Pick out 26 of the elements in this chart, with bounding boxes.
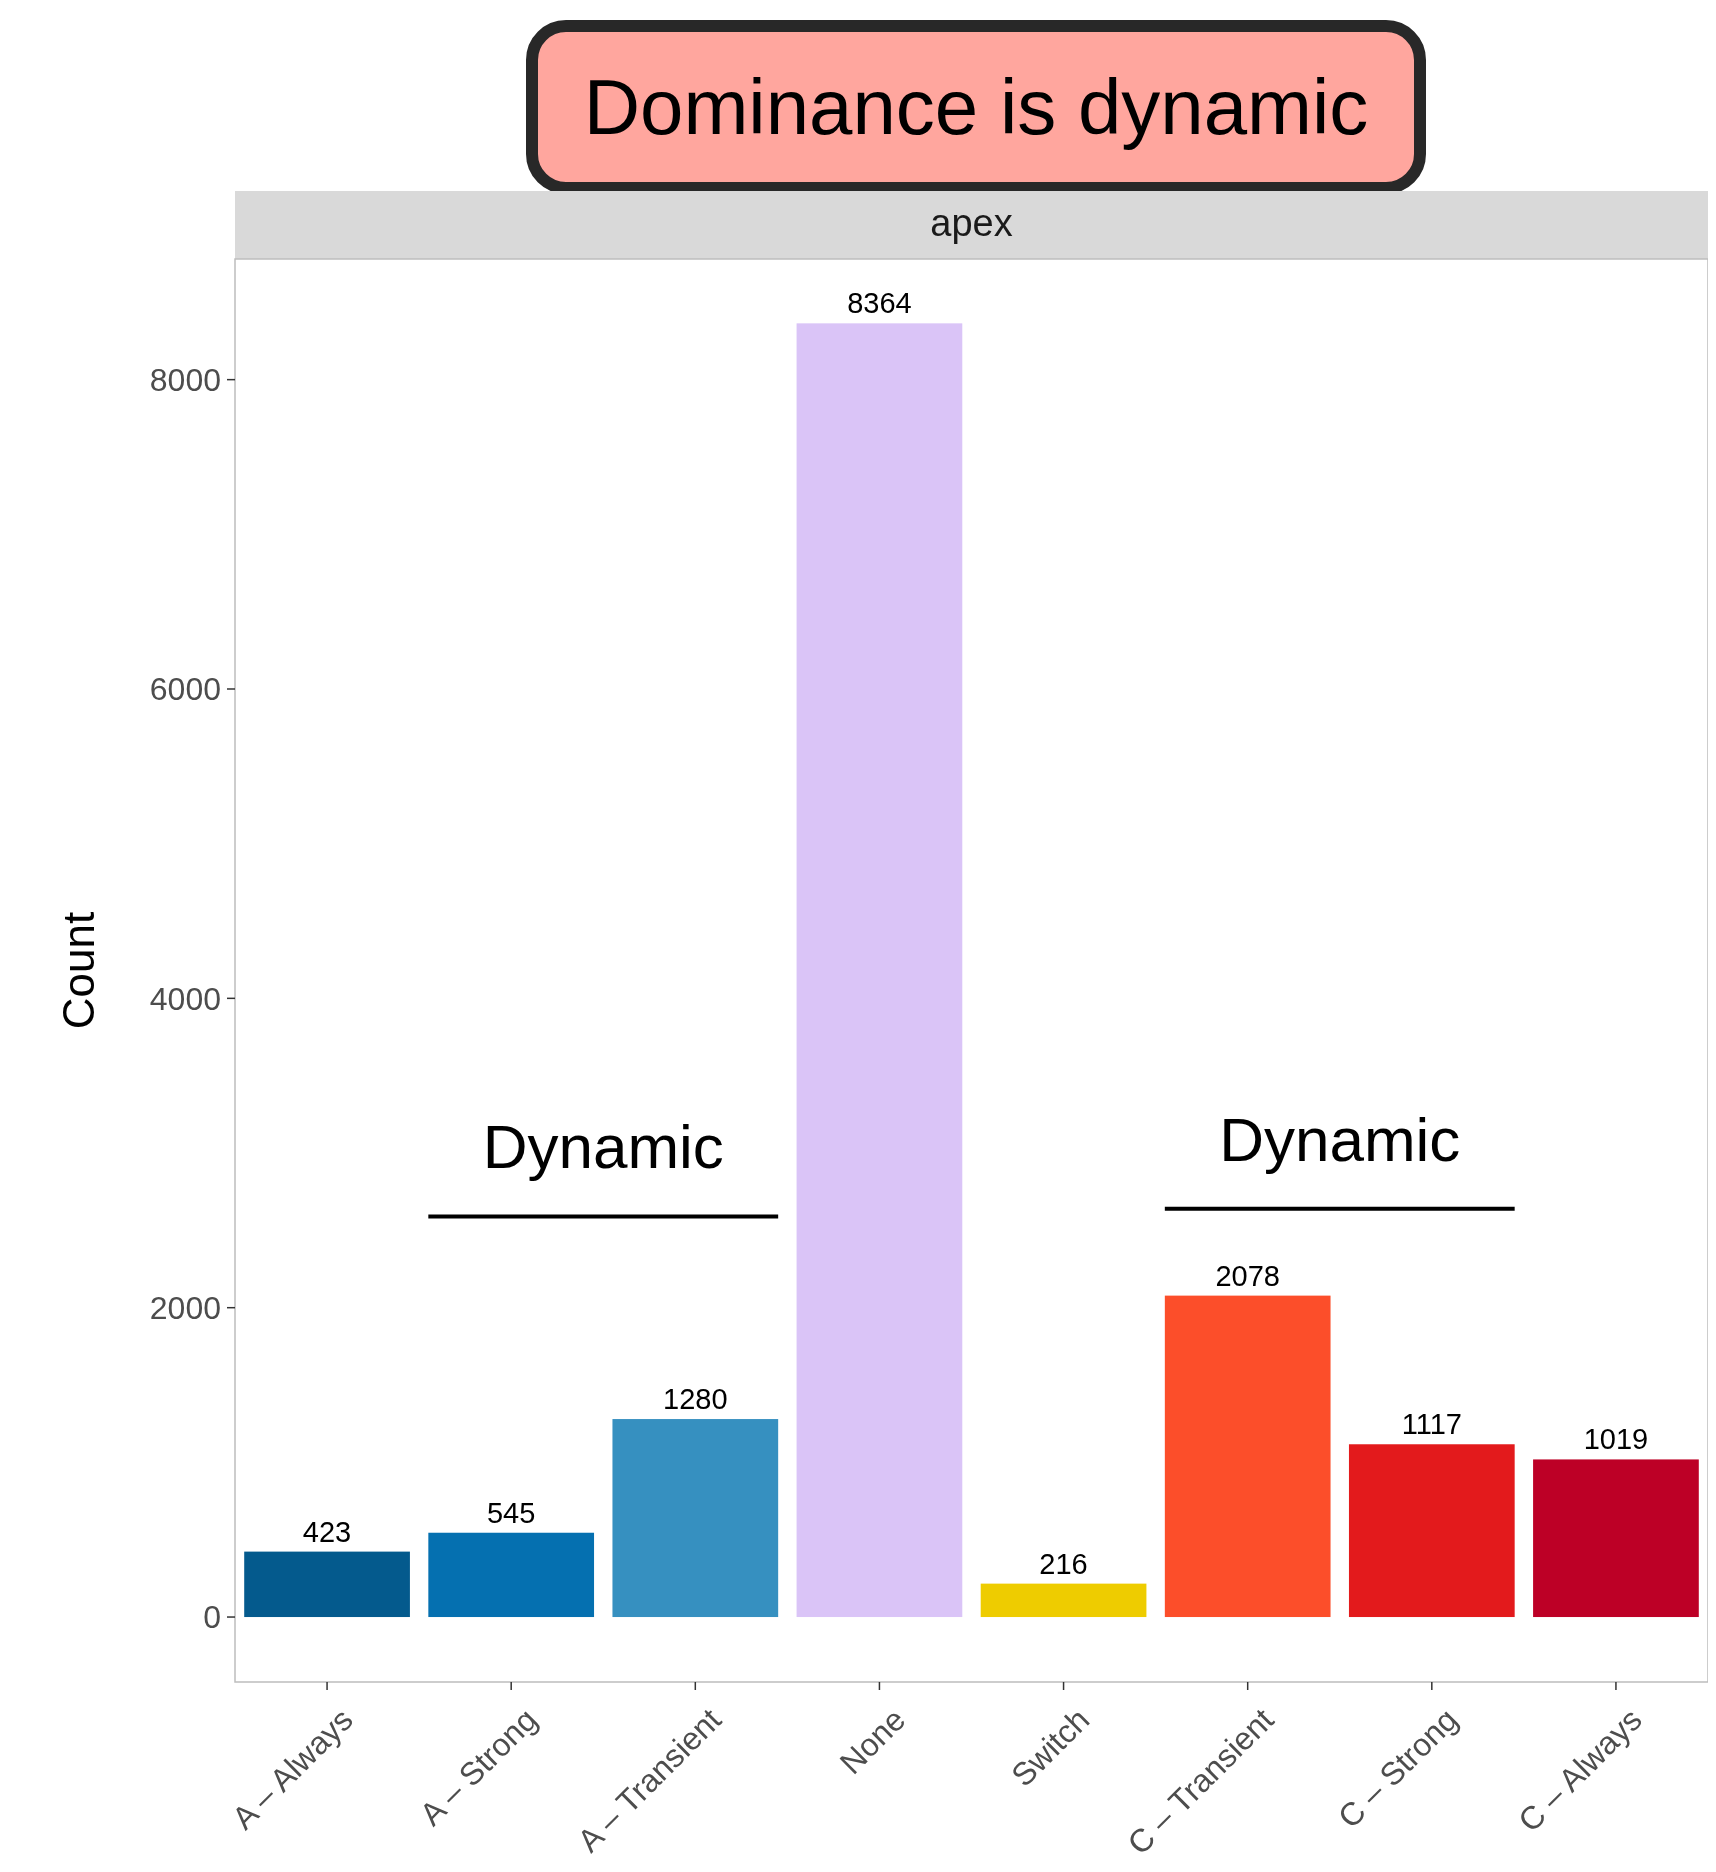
data-label: 1117 bbox=[1401, 1408, 1462, 1441]
data-label: 8364 bbox=[847, 287, 912, 320]
y-tick-label: 8000 bbox=[149, 361, 221, 398]
annotation: Dynamic bbox=[482, 1112, 724, 1182]
bar bbox=[244, 1551, 410, 1618]
bar bbox=[612, 1419, 779, 1618]
data-label: 1280 bbox=[663, 1383, 728, 1416]
bar bbox=[1533, 1459, 1699, 1618]
y-tick-label: 0 bbox=[203, 1599, 221, 1636]
bar bbox=[1348, 1444, 1515, 1618]
y-tick-label: 2000 bbox=[149, 1289, 221, 1326]
bar bbox=[428, 1532, 595, 1618]
chart-subtitle: apex bbox=[930, 202, 1013, 244]
data-label: 216 bbox=[1039, 1547, 1088, 1580]
data-label: 1019 bbox=[1583, 1423, 1649, 1456]
annotation: Dynamic bbox=[1219, 1104, 1461, 1174]
data-label: 545 bbox=[486, 1496, 536, 1529]
bar bbox=[1164, 1295, 1331, 1618]
y-tick-label: 6000 bbox=[149, 671, 221, 708]
bar bbox=[980, 1583, 1147, 1618]
data-label: 2078 bbox=[1215, 1259, 1280, 1292]
bar bbox=[796, 323, 963, 1618]
data-label: 423 bbox=[302, 1515, 352, 1548]
y-tick-label: 4000 bbox=[149, 980, 221, 1017]
y-axis-title: Count bbox=[54, 911, 103, 1030]
chart-title: Dominance is dynamic bbox=[583, 63, 1369, 151]
